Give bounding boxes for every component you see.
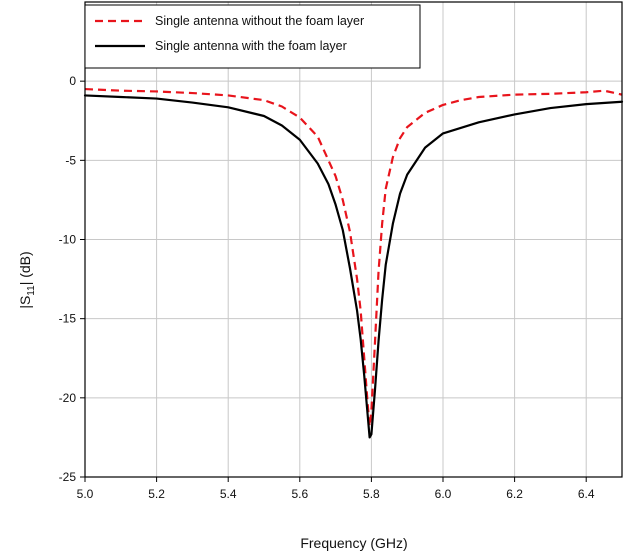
y-tick-label: 0 [69, 74, 76, 88]
x-axis-title: Frequency (GHz) [300, 535, 407, 551]
y-tick-label: -10 [59, 233, 77, 247]
x-tick-label: 5.8 [363, 487, 380, 501]
x-tick-label: 5.2 [148, 487, 165, 501]
axis-ticks: 5.0 5.2 5.4 5.6 5.8 6.0 6.2 6.4 0 -5 -10 -15 -20 -25 [59, 74, 595, 501]
legend-box [84, 4, 421, 69]
y-tick-label: -20 [59, 391, 77, 405]
legend-label-with-foam: Single antenna with the foam layer [155, 39, 347, 53]
x-tick-label: 6.0 [435, 487, 452, 501]
series-layer [83, 87, 624, 439]
y-tick-label: -15 [59, 312, 77, 326]
x-tick-label: 5.0 [77, 487, 94, 501]
x-tick-label: 6.2 [506, 487, 523, 501]
series-line-without-foam [84, 87, 623, 428]
legend: Single antenna without the foam layer Si… [84, 4, 421, 69]
y-tick-label: -5 [65, 153, 76, 167]
x-tick-label: 6.4 [578, 487, 595, 501]
y-tick-label: -25 [59, 470, 77, 484]
x-tick-label: 5.4 [220, 487, 237, 501]
y-axis-title-main: |S [17, 296, 33, 309]
y-axis-title-subscript: 11 [26, 285, 37, 296]
legend-label-without-foam: Single antenna without the foam layer [155, 14, 364, 28]
x-tick-label: 5.6 [291, 487, 308, 501]
y-axis-title: |S11| (dB) [17, 251, 37, 308]
y-axis-title-rest: | (dB) [17, 251, 33, 285]
series-line-with-foam [83, 94, 624, 439]
